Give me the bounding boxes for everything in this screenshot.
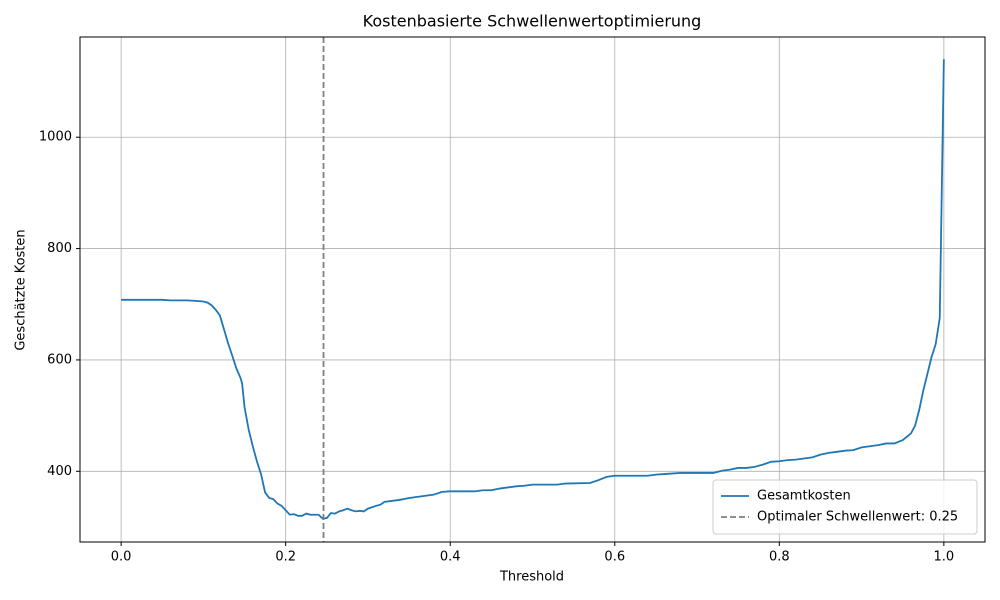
plot-frame	[79, 36, 986, 543]
y-tick-label: 400	[47, 464, 72, 479]
y-tick-label: 1000	[39, 130, 72, 145]
x-tick-label: 0.0	[111, 550, 132, 565]
x-tick-label: 0.2	[275, 550, 296, 565]
y-tick-label: 800	[47, 241, 72, 256]
x-tick-label: 0.6	[604, 550, 625, 565]
y-axis-label: Geschätzte Kosten	[14, 229, 29, 350]
legend-label: Gesamtkosten	[757, 489, 851, 504]
x-axis-label: Threshold	[499, 570, 564, 585]
legend-label: Optimaler Schwellenwert: 0.25	[757, 510, 958, 525]
x-tick-label: 0.4	[440, 550, 461, 565]
legend-box	[712, 479, 978, 535]
x-tick-label: 0.8	[769, 550, 790, 565]
y-tick-label: 600	[47, 352, 72, 367]
data-line	[121, 59, 945, 520]
chart-title: Kostenbasierte Schwellenwertoptimierung	[363, 12, 702, 31]
x-tick-label: 1.0	[934, 550, 955, 565]
